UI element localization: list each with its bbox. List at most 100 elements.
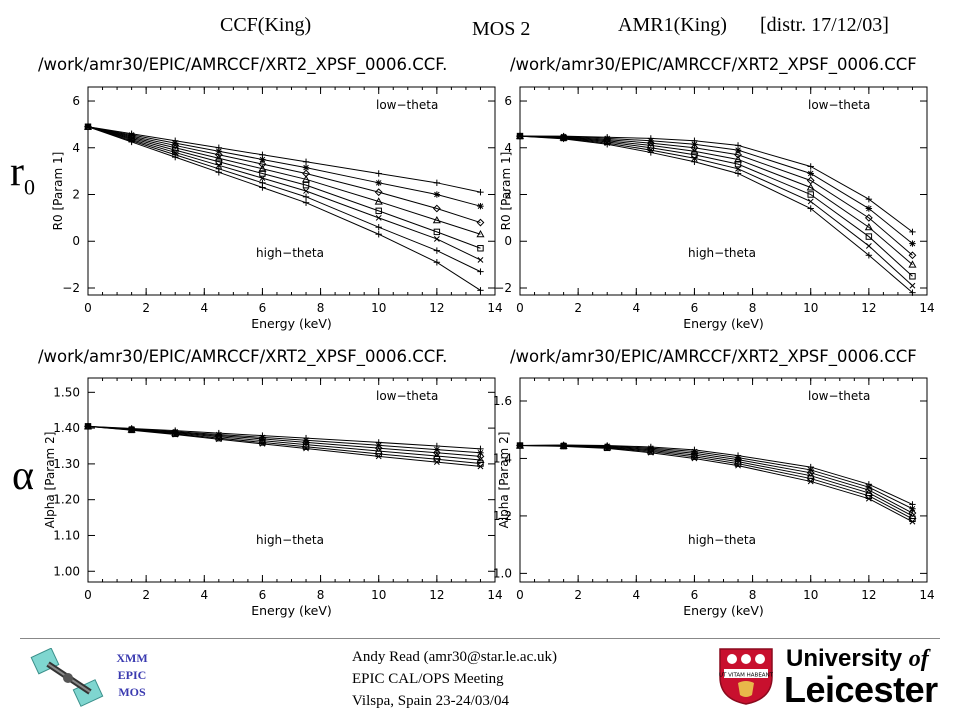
data-point xyxy=(128,136,135,143)
data-point xyxy=(476,455,485,464)
x-tick-label: 4 xyxy=(200,301,208,315)
data-point xyxy=(302,443,310,450)
data-point xyxy=(128,425,135,433)
x-tick-label: 6 xyxy=(259,588,267,602)
data-point xyxy=(432,448,441,457)
data-point xyxy=(84,123,92,130)
series-line xyxy=(87,425,481,454)
data-point xyxy=(807,478,814,485)
data-point xyxy=(477,445,484,453)
data-point xyxy=(259,170,266,177)
data-point xyxy=(172,427,179,434)
university-name-line1: University of xyxy=(786,645,929,673)
header-left: CCF(King) xyxy=(220,14,312,36)
university-crest-icon: UT VITAM HABEANT xyxy=(719,648,774,705)
data-point xyxy=(258,434,267,443)
x-axis-label: Energy (keV) xyxy=(251,316,332,331)
data-point xyxy=(214,150,223,159)
data-point xyxy=(865,195,873,203)
data-point xyxy=(646,139,655,147)
data-point xyxy=(172,151,179,158)
data-point xyxy=(375,450,382,458)
y-tick-label: 1.00 xyxy=(53,564,80,578)
data-point xyxy=(559,441,568,450)
data-point xyxy=(302,164,310,171)
x-tick-label: 14 xyxy=(919,301,934,315)
data-point xyxy=(84,123,92,130)
series-line xyxy=(519,444,913,505)
x-tick-label: 2 xyxy=(574,301,582,315)
data-point xyxy=(172,139,179,147)
data-point xyxy=(127,132,136,140)
y-axis-label: R0 [Param 1] xyxy=(499,152,513,231)
data-point xyxy=(647,147,654,154)
data-point xyxy=(259,175,266,182)
data-point xyxy=(127,425,136,434)
x-tick-label: 4 xyxy=(632,301,640,315)
file-path-label: /work/amr30/EPIC/AMRCCF/XRT2_XPSF_0006.C… xyxy=(38,347,447,367)
x-tick-label: 2 xyxy=(142,301,150,315)
data-point xyxy=(690,147,699,155)
data-point xyxy=(171,143,180,151)
data-point xyxy=(374,444,383,453)
x-tick-label: 0 xyxy=(84,588,92,602)
x-tick-label: 8 xyxy=(749,588,757,602)
y-tick-label: 6 xyxy=(72,94,80,108)
data-point xyxy=(909,505,916,512)
series-line xyxy=(519,135,913,287)
data-point xyxy=(690,450,699,459)
data-point xyxy=(691,453,698,460)
data-point xyxy=(302,169,310,178)
series-line xyxy=(87,126,481,249)
data-point xyxy=(691,141,698,148)
data-point xyxy=(215,434,223,442)
data-point xyxy=(432,215,441,224)
data-point xyxy=(909,289,916,296)
y-axis-label: Alpha [Param 2] xyxy=(497,432,511,529)
data-point xyxy=(303,188,309,194)
data-point xyxy=(516,132,524,140)
x-tick-label: 4 xyxy=(632,588,640,602)
data-point xyxy=(865,483,873,491)
y-tick-label: 1.2 xyxy=(493,509,512,523)
data-point xyxy=(84,423,92,430)
data-point xyxy=(432,451,441,460)
data-point xyxy=(374,197,383,205)
data-point xyxy=(215,148,223,155)
data-point xyxy=(516,442,524,449)
data-point xyxy=(302,438,310,447)
data-point xyxy=(172,149,179,156)
series-line xyxy=(519,135,913,256)
x-tick-label: 0 xyxy=(84,301,92,315)
data-point xyxy=(864,222,873,231)
data-point xyxy=(128,425,135,432)
data-point xyxy=(172,153,179,161)
data-point xyxy=(603,443,612,451)
header-center: MOS 2 xyxy=(472,18,531,40)
data-point xyxy=(807,198,814,205)
low-theta-annotation: low−theta xyxy=(808,389,870,403)
data-point xyxy=(864,213,873,222)
data-point xyxy=(733,457,743,465)
data-point xyxy=(517,133,523,139)
data-point xyxy=(172,428,179,435)
x-tick-label: 12 xyxy=(861,301,876,315)
data-point xyxy=(734,460,742,467)
data-point xyxy=(215,144,223,151)
data-point xyxy=(516,132,524,140)
y-tick-label: 1.4 xyxy=(493,451,512,465)
data-point xyxy=(259,179,266,187)
data-point xyxy=(477,268,484,275)
data-point xyxy=(85,423,91,430)
data-point xyxy=(603,136,612,144)
low-theta-annotation: low−theta xyxy=(376,98,438,112)
data-point xyxy=(215,169,223,176)
data-point xyxy=(375,439,382,446)
data-point xyxy=(691,151,698,158)
data-point xyxy=(84,423,92,430)
file-path-label: /work/amr30/EPIC/AMRCCF/XRT2_XPSF_0006.C… xyxy=(510,347,917,367)
data-point xyxy=(691,455,698,462)
data-point xyxy=(515,441,525,449)
series-line xyxy=(87,425,481,465)
